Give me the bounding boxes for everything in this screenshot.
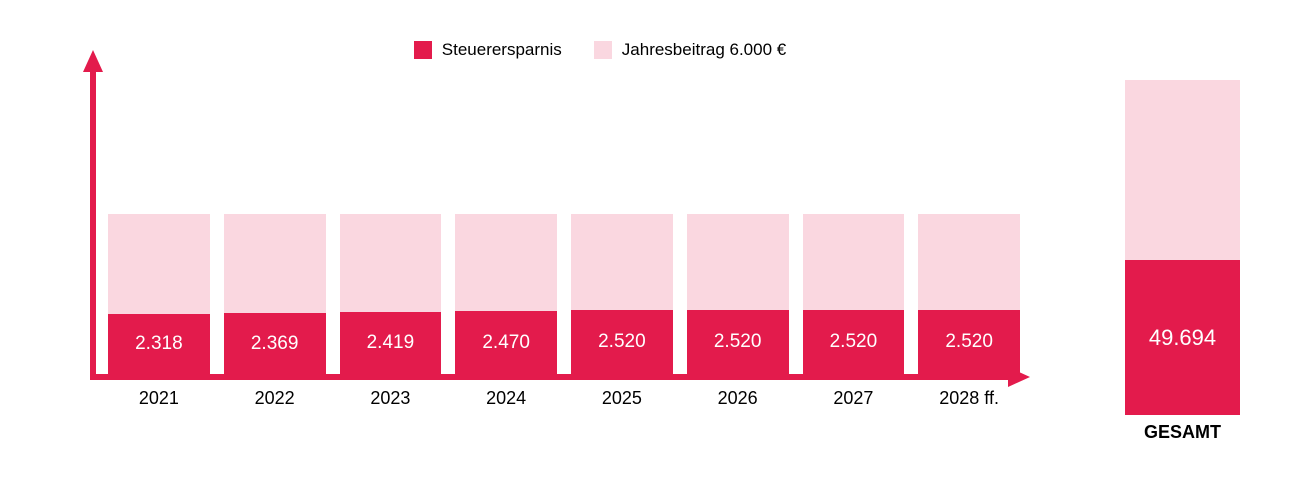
year-bar: 2.419 xyxy=(340,214,442,374)
year-bar: 2.369 xyxy=(224,214,326,374)
bar-value: 2.369 xyxy=(251,333,299,355)
total-bar-top-segment xyxy=(1125,80,1240,260)
year-bar: 2.318 xyxy=(108,214,210,374)
year-bar: 2.520 xyxy=(918,214,1020,374)
chart-legend: Steuerersparnis Jahresbeitrag 6.000 € xyxy=(80,40,1120,60)
bar-value: 2.520 xyxy=(714,331,762,353)
bar-top-segment xyxy=(455,214,557,311)
legend-item-primary: Steuerersparnis xyxy=(414,40,562,60)
bar-slot: 2.470 xyxy=(455,214,557,374)
bar-slot: 2.369 xyxy=(224,214,326,374)
bar-slot: 2.520 xyxy=(571,214,673,374)
legend-label-primary: Steuerersparnis xyxy=(442,40,562,60)
x-axis-label: 2025 xyxy=(571,388,673,409)
x-axis-label: 2028 ff. xyxy=(918,388,1020,409)
year-bars: 2.318 2.369 2.419 2.470 2.520 2.520 2.520 2.520 xyxy=(108,80,1020,374)
total-bar-bottom-segment: 49.694 xyxy=(1125,260,1240,415)
bar-value: 2.470 xyxy=(482,332,530,354)
x-axis-label: 2027 xyxy=(803,388,905,409)
bar-bottom-segment: 2.369 xyxy=(224,313,326,374)
bar-slot: 2.419 xyxy=(340,214,442,374)
bar-bottom-segment: 2.520 xyxy=(687,310,789,374)
bar-top-segment xyxy=(224,214,326,313)
bar-top-segment xyxy=(918,214,1020,310)
year-bar: 2.520 xyxy=(571,214,673,374)
total-bar-value: 49.694 xyxy=(1149,325,1216,351)
bar-value: 2.520 xyxy=(598,331,646,353)
bar-bottom-segment: 2.520 xyxy=(918,310,1020,374)
legend-label-secondary: Jahresbeitrag 6.000 € xyxy=(622,40,786,60)
x-axis-label: 2021 xyxy=(108,388,210,409)
x-axis xyxy=(90,374,1030,380)
year-bar: 2.470 xyxy=(455,214,557,374)
bar-slot: 2.520 xyxy=(918,214,1020,374)
year-bar: 2.520 xyxy=(803,214,905,374)
bar-top-segment xyxy=(687,214,789,310)
y-axis-line xyxy=(90,70,96,380)
year-bar: 2.520 xyxy=(687,214,789,374)
tax-savings-chart: Steuerersparnis Jahresbeitrag 6.000 € 2.… xyxy=(80,40,1240,460)
bar-value: 2.520 xyxy=(945,331,993,353)
x-axis-line xyxy=(90,374,1008,380)
bar-top-segment xyxy=(108,214,210,314)
x-axis-label: 2022 xyxy=(224,388,326,409)
bar-slot: 2.520 xyxy=(803,214,905,374)
bar-value: 2.520 xyxy=(830,331,878,353)
bar-top-segment xyxy=(571,214,673,310)
bar-bottom-segment: 2.520 xyxy=(571,310,673,374)
bar-value: 2.318 xyxy=(135,333,183,355)
y-axis xyxy=(90,50,96,380)
x-axis-label: 2023 xyxy=(340,388,442,409)
legend-swatch-primary xyxy=(414,41,432,59)
bar-bottom-segment: 2.419 xyxy=(340,312,442,374)
bar-slot: 2.520 xyxy=(687,214,789,374)
total-bar-label: GESAMT xyxy=(1125,422,1240,443)
bar-value: 2.419 xyxy=(367,332,415,354)
x-axis-labels: 2021 2022 2023 2024 2025 2026 2027 2028 ff. xyxy=(108,388,1020,409)
x-axis-label: 2026 xyxy=(687,388,789,409)
x-axis-label: 2024 xyxy=(455,388,557,409)
bar-slot: 2.318 xyxy=(108,214,210,374)
legend-swatch-secondary xyxy=(594,41,612,59)
bar-bottom-segment: 2.520 xyxy=(803,310,905,374)
total-bar: 49.694 xyxy=(1125,70,1240,415)
bar-top-segment xyxy=(340,214,442,312)
bar-bottom-segment: 2.470 xyxy=(455,311,557,374)
bar-top-segment xyxy=(803,214,905,310)
y-axis-arrow-icon xyxy=(83,50,103,72)
bar-bottom-segment: 2.318 xyxy=(108,314,210,374)
legend-item-secondary: Jahresbeitrag 6.000 € xyxy=(594,40,786,60)
